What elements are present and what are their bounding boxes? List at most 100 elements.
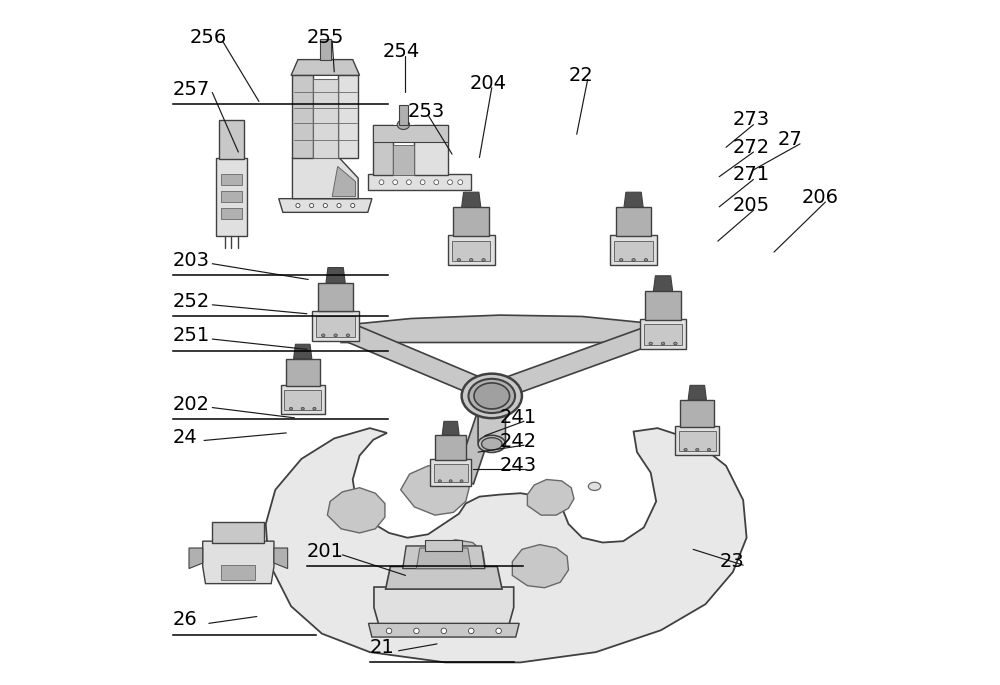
Ellipse shape (462, 374, 522, 418)
FancyBboxPatch shape (221, 191, 242, 202)
FancyBboxPatch shape (221, 208, 242, 219)
Polygon shape (373, 125, 448, 142)
Polygon shape (291, 60, 360, 75)
Text: 21: 21 (370, 638, 395, 657)
Polygon shape (416, 548, 471, 569)
Text: 254: 254 (382, 42, 419, 61)
Ellipse shape (620, 259, 623, 262)
Ellipse shape (323, 203, 327, 208)
Polygon shape (326, 268, 345, 283)
Polygon shape (401, 466, 469, 515)
Ellipse shape (393, 180, 398, 185)
Ellipse shape (696, 449, 699, 451)
Ellipse shape (661, 342, 665, 345)
Ellipse shape (478, 436, 505, 453)
Polygon shape (435, 434, 466, 460)
Polygon shape (340, 321, 496, 401)
Polygon shape (368, 174, 471, 190)
FancyBboxPatch shape (679, 432, 716, 451)
Ellipse shape (301, 408, 304, 410)
Text: 204: 204 (469, 74, 506, 93)
Polygon shape (373, 125, 393, 175)
Polygon shape (386, 566, 502, 589)
FancyBboxPatch shape (316, 316, 355, 336)
Ellipse shape (351, 203, 355, 208)
FancyBboxPatch shape (313, 79, 338, 158)
Ellipse shape (337, 203, 341, 208)
Polygon shape (266, 428, 747, 662)
Text: 241: 241 (500, 408, 537, 427)
Polygon shape (610, 236, 657, 265)
Text: 272: 272 (733, 138, 770, 157)
Ellipse shape (313, 408, 316, 410)
Text: 22: 22 (568, 66, 593, 85)
Text: 243: 243 (500, 456, 537, 475)
Polygon shape (216, 158, 247, 236)
Polygon shape (512, 545, 568, 588)
Ellipse shape (346, 334, 350, 336)
Polygon shape (327, 488, 385, 533)
Polygon shape (286, 358, 320, 386)
FancyBboxPatch shape (284, 390, 321, 410)
Polygon shape (338, 75, 358, 158)
FancyBboxPatch shape (399, 105, 408, 125)
Text: 256: 256 (190, 28, 227, 47)
FancyBboxPatch shape (425, 540, 462, 551)
Polygon shape (645, 291, 681, 320)
Ellipse shape (644, 259, 648, 262)
Polygon shape (462, 192, 481, 208)
Polygon shape (489, 327, 653, 401)
Polygon shape (274, 548, 288, 569)
Polygon shape (332, 166, 355, 197)
Polygon shape (403, 546, 485, 569)
Ellipse shape (674, 342, 677, 345)
Polygon shape (203, 541, 274, 584)
Text: 206: 206 (801, 188, 838, 207)
Polygon shape (292, 75, 313, 158)
Polygon shape (616, 208, 651, 236)
Polygon shape (318, 283, 353, 312)
Ellipse shape (448, 180, 452, 185)
Ellipse shape (707, 449, 711, 451)
Polygon shape (219, 120, 244, 159)
Text: 255: 255 (307, 28, 344, 47)
Ellipse shape (457, 259, 461, 262)
Ellipse shape (310, 203, 314, 208)
FancyBboxPatch shape (221, 565, 255, 580)
Polygon shape (189, 548, 203, 569)
Ellipse shape (441, 628, 447, 634)
Polygon shape (640, 319, 686, 349)
Text: 257: 257 (173, 79, 210, 99)
Polygon shape (442, 421, 459, 434)
Polygon shape (430, 459, 471, 486)
Polygon shape (368, 623, 519, 637)
Polygon shape (478, 406, 505, 449)
Text: 271: 271 (733, 165, 770, 184)
Text: 242: 242 (500, 432, 537, 451)
Text: 201: 201 (307, 542, 344, 561)
Ellipse shape (474, 383, 510, 409)
Ellipse shape (649, 342, 652, 345)
Text: 253: 253 (408, 102, 445, 121)
Text: 23: 23 (719, 552, 744, 571)
Polygon shape (341, 315, 651, 342)
Ellipse shape (386, 628, 392, 634)
Polygon shape (414, 125, 448, 175)
Polygon shape (453, 208, 489, 236)
Ellipse shape (458, 180, 463, 185)
FancyBboxPatch shape (221, 174, 242, 185)
Polygon shape (624, 192, 643, 208)
FancyBboxPatch shape (452, 240, 490, 262)
Ellipse shape (397, 120, 410, 129)
Ellipse shape (334, 334, 337, 336)
FancyBboxPatch shape (434, 464, 468, 482)
Polygon shape (281, 385, 325, 414)
Ellipse shape (434, 180, 439, 185)
Polygon shape (292, 158, 358, 199)
Ellipse shape (632, 259, 635, 262)
Ellipse shape (296, 203, 300, 208)
Ellipse shape (449, 479, 452, 482)
Ellipse shape (468, 379, 515, 413)
Ellipse shape (322, 334, 325, 336)
Polygon shape (527, 479, 574, 515)
